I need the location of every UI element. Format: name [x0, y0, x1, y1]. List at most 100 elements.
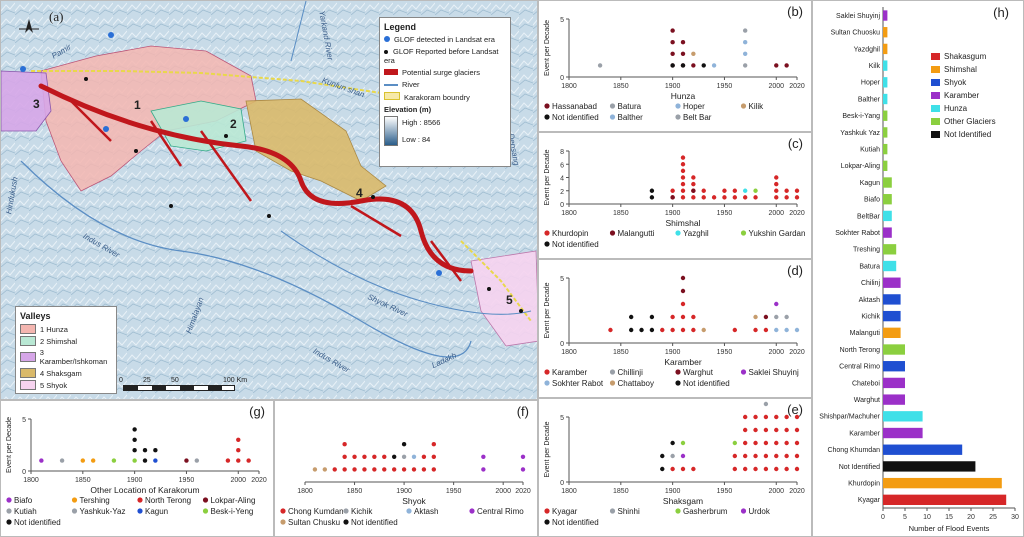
legend-label: Shinhi	[618, 507, 640, 516]
x-axis-label: Karamber	[664, 357, 701, 367]
x-tick-label: 10	[923, 514, 931, 521]
y-tick-label: 5	[560, 17, 564, 24]
data-point	[382, 454, 387, 459]
category-label: Kyagar	[858, 497, 881, 504]
legend-label: Sultan Chusku	[288, 518, 340, 527]
x-axis-label: Other Location of Karakorum	[90, 485, 199, 495]
panel-label: (c)	[788, 136, 803, 151]
data-point	[774, 175, 779, 180]
bar	[883, 411, 923, 422]
data-point	[680, 168, 686, 174]
elevation-gradient	[384, 116, 398, 146]
y-tick-label: 5	[560, 415, 564, 422]
legend-label: Shakasgum	[944, 52, 987, 61]
legend-swatch	[931, 53, 940, 60]
x-tick-label: 1800	[23, 477, 39, 484]
yellow-box-icon	[384, 92, 400, 100]
valley-shaksgam	[245, 98, 387, 202]
data-point	[362, 467, 367, 472]
x-tick-label: 2000	[768, 83, 784, 90]
bar	[883, 27, 888, 38]
legend-label: Not identified	[552, 240, 599, 249]
data-point	[670, 453, 675, 459]
data-point	[649, 327, 655, 333]
legend-title: Legend	[384, 22, 417, 32]
data-point	[774, 301, 779, 307]
legend-marker	[6, 508, 12, 514]
bar	[883, 60, 888, 71]
legend-marker	[544, 369, 550, 375]
y-tick-label: 0	[560, 341, 564, 348]
category-label: Kutiah	[860, 146, 880, 153]
category-label: Chateboi	[852, 380, 880, 387]
category-label: North Terong	[840, 347, 880, 354]
data-point	[753, 427, 758, 433]
data-point	[660, 466, 665, 472]
data-point	[774, 466, 779, 472]
data-point	[332, 467, 337, 472]
legend-label: Not identified	[552, 113, 599, 122]
x-tick-label: 1850	[75, 477, 91, 484]
legend-label: Yazghil	[683, 229, 709, 238]
panel-label: (e)	[787, 402, 803, 417]
data-point	[628, 327, 634, 333]
y-tick-label: 4	[560, 176, 564, 183]
category-label: Batura	[859, 263, 880, 270]
x-tick-label: 1800	[297, 488, 313, 495]
category-label: Kilk	[869, 63, 881, 70]
data-point	[342, 454, 347, 459]
data-point	[649, 314, 655, 320]
surge-glaciers-belt	[38, 83, 474, 274]
category-label: Kagun	[860, 180, 880, 187]
legend-marker	[6, 497, 12, 503]
valley-swatch	[20, 324, 36, 334]
valley-legend-item: 4 Shaksgam	[20, 368, 112, 378]
valleys-legend: Valleys 1 Hunza 2 Shimshal 3 Karamber/Ishk…	[15, 306, 117, 394]
bar	[883, 177, 892, 188]
data-point	[794, 414, 800, 420]
data-point	[670, 440, 675, 446]
data-point	[774, 453, 779, 459]
data-point	[784, 327, 789, 333]
x-tick-label: 2020	[251, 477, 267, 484]
panel-label: (g)	[249, 404, 265, 419]
category-label: Yashkuk Yaz	[840, 130, 880, 137]
x-tick-label: 1950	[446, 488, 462, 495]
data-point	[372, 454, 377, 459]
map-number-5: 5	[506, 293, 513, 307]
bar	[883, 377, 905, 389]
y-tick-label: 5	[560, 276, 564, 283]
category-label: Yazdghil	[854, 46, 881, 53]
legend-marker	[137, 497, 143, 503]
data-point	[628, 314, 634, 320]
x-tick-label: 1900	[665, 83, 681, 90]
legend-marker	[137, 508, 143, 514]
y-axis-label: Event per Decade	[544, 20, 551, 76]
bar	[883, 127, 888, 138]
panel-label-a: (a)	[49, 9, 64, 24]
legend-label: Aktash	[414, 507, 438, 516]
data-point	[342, 442, 347, 447]
data-point	[132, 427, 137, 432]
legend-item: GLOF Reported before Landsat era	[384, 47, 506, 65]
legend-marker	[544, 380, 550, 386]
data-point	[742, 188, 748, 193]
legend-label: Not identified	[351, 518, 398, 527]
category-label: Lokpar-Aling	[841, 163, 880, 170]
glof-reported-dot	[134, 149, 138, 153]
bar	[883, 277, 901, 288]
category-label: Treshing	[853, 247, 880, 254]
data-point	[774, 314, 779, 320]
data-point	[401, 442, 407, 447]
category-label: Sokhter Rabot	[835, 230, 880, 237]
legend-marker	[740, 369, 747, 375]
legend-label: Other Glaciers	[944, 117, 996, 126]
data-point	[411, 467, 417, 472]
data-point	[794, 195, 800, 200]
data-point	[670, 466, 675, 472]
x-tick-label: 2020	[515, 488, 531, 495]
legend-label: Gasherbrum	[683, 507, 728, 516]
data-point	[753, 440, 758, 446]
data-point	[225, 458, 231, 463]
data-point	[680, 327, 686, 333]
